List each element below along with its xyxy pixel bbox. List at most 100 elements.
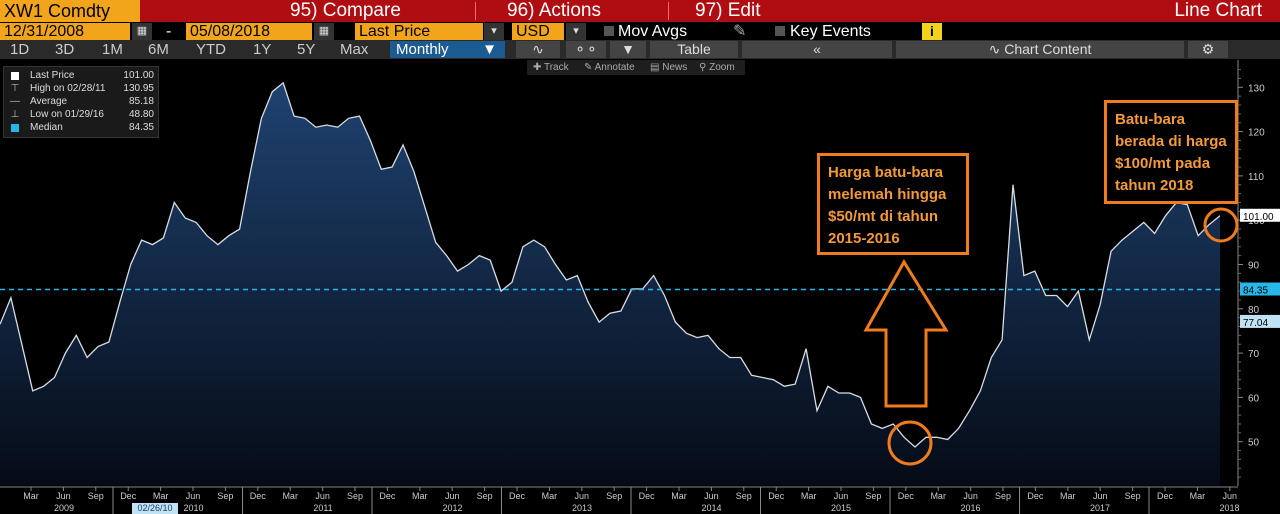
y-tick-label: 120: [1248, 128, 1265, 139]
chevron-down-icon: ▼: [482, 41, 497, 58]
x-tick-label: Jun: [315, 491, 330, 501]
x-tick-label: Mar: [930, 491, 946, 501]
x-tick-label: Jun: [834, 491, 849, 501]
y-tick-label: 90: [1248, 261, 1260, 272]
chart-tools: ✚ Track ✎ Annotate ▤ News ⚲ Zoom: [527, 60, 745, 75]
y-tick-label: 110: [1248, 172, 1264, 183]
key-events-checkbox[interactable]: [775, 26, 785, 36]
legend-name: Average: [30, 96, 68, 107]
y-tick-label: 50: [1248, 438, 1260, 449]
settings-toggle-icon[interactable]: ⚬⚬: [566, 41, 606, 58]
chevron-down-icon[interactable]: ▾: [566, 23, 586, 40]
high-marker-icon: ⊤: [10, 83, 20, 94]
start-date-field[interactable]: 12/31/2008: [0, 23, 130, 40]
calendar-icon[interactable]: ▦: [314, 23, 334, 40]
x-tick-label: Sep: [736, 491, 752, 501]
x-axis-panel: [0, 486, 1280, 514]
x-tick-label: Jun: [445, 491, 460, 501]
white-square-icon: [11, 72, 19, 80]
collapse-button[interactable]: «: [742, 41, 892, 58]
legend-name: Median: [30, 122, 63, 133]
x-tick-label: Dec: [1027, 491, 1044, 501]
end-date-field[interactable]: 05/08/2018: [186, 23, 312, 40]
extra-value-label: 77.04: [1243, 318, 1268, 329]
period-6m[interactable]: 6M: [148, 41, 169, 58]
x-tick-label: Dec: [898, 491, 915, 501]
chart-content-button[interactable]: ∿ Chart Content: [896, 41, 1184, 58]
median-label-bg: [1240, 282, 1280, 296]
track-label: Track: [543, 62, 569, 73]
legend-name: Low on 01/29/16: [30, 109, 104, 120]
table-button[interactable]: Table: [650, 41, 738, 58]
year-label: 2018: [1219, 503, 1239, 513]
chart-icon: ∿: [988, 41, 1005, 57]
annotation-box-right: Batu-bara berada di harga $100/mt pada t…: [1104, 100, 1238, 204]
settings-bar: 12/31/2008 ▦ - 05/08/2018 ▦ Last Price ▾…: [0, 22, 1280, 40]
y-tick-label: 60: [1248, 393, 1260, 404]
legend-item: ⊥ Low on 01/29/16 48.80: [10, 109, 156, 121]
frequency-select[interactable]: Monthly ▼: [390, 41, 505, 58]
gear-icon[interactable]: ⚙: [1188, 41, 1228, 58]
annotation-line: 2015-2016: [828, 230, 900, 247]
period-max[interactable]: Max: [340, 41, 369, 58]
x-tick-label: Jun: [575, 491, 590, 501]
annotate-tool[interactable]: ✎ Annotate: [584, 62, 635, 73]
track-tool[interactable]: ✚ Track: [533, 62, 569, 73]
highlight-date-label: 02/26/10: [137, 503, 172, 513]
x-tick-label: Sep: [347, 491, 363, 501]
news-label: News: [662, 62, 688, 73]
legend-item: — Average 85.18: [10, 96, 156, 108]
year-label: 2016: [960, 503, 980, 513]
x-tick-label: Sep: [995, 491, 1011, 501]
extra-value-label-bg: [1240, 314, 1280, 328]
x-tick-label: Mar: [801, 491, 817, 501]
x-tick-label: Jun: [1093, 491, 1108, 501]
period-3d[interactable]: 3D: [55, 41, 75, 58]
line-chart-icon[interactable]: ∿: [516, 41, 560, 58]
news-tool[interactable]: ▤ News: [650, 62, 688, 73]
actions-menu[interactable]: 96) Actions: [507, 0, 601, 21]
period-1y[interactable]: 1Y: [253, 41, 272, 58]
period-bar: 1D 3D 1M 6M YTD 1Y 5Y Max Monthly ▼ ∿ ⚬⚬ …: [0, 40, 1280, 59]
x-tick-label: Jun: [1223, 491, 1238, 501]
chevron-down-icon[interactable]: ▾: [484, 23, 504, 40]
mov-avgs-checkbox[interactable]: [604, 26, 614, 36]
x-tick-label: Dec: [1157, 491, 1174, 501]
y-tick-label: 70: [1248, 349, 1260, 360]
currency-select[interactable]: USD: [512, 23, 564, 40]
year-label: 2009: [54, 503, 74, 513]
calendar-icon[interactable]: ▦: [132, 23, 152, 40]
period-1d[interactable]: 1D: [10, 41, 30, 58]
edit-menu[interactable]: 97) Edit: [695, 0, 761, 21]
x-tick-label: Jun: [704, 491, 719, 501]
ticker-field[interactable]: XW1 Comdty: [0, 0, 140, 22]
period-ytd[interactable]: YTD: [196, 41, 226, 58]
legend-value: 85.18: [128, 96, 154, 107]
info-icon[interactable]: i: [922, 23, 942, 40]
y-tick-label: 130: [1248, 83, 1265, 94]
median-label: 84.35: [1243, 286, 1268, 297]
compare-menu[interactable]: 95) Compare: [290, 0, 401, 21]
last-price-label-bg: [1240, 208, 1280, 222]
year-label: 2012: [442, 503, 462, 513]
x-tick-label: Sep: [1125, 491, 1141, 501]
annotation-line: $50/mt di tahun: [828, 208, 939, 225]
pencil-icon[interactable]: ✎: [733, 23, 747, 40]
x-tick-label: Mar: [1060, 491, 1076, 501]
chevron-down-icon[interactable]: ▼: [610, 41, 646, 58]
field-select[interactable]: Last Price: [355, 23, 483, 40]
average-marker-icon: —: [10, 96, 20, 107]
last-price-label: 101.00: [1243, 212, 1274, 223]
zoom-tool[interactable]: ⚲ Zoom: [699, 62, 735, 73]
year-label: 2014: [701, 503, 721, 513]
highlight-date-bg: [132, 503, 178, 514]
x-tick-label: Dec: [379, 491, 396, 501]
legend-name: High on 02/28/11: [30, 83, 106, 94]
annotation-line: tahun 2018: [1115, 177, 1194, 194]
legend-item: Median 84.35: [10, 122, 156, 134]
legend-item: Last Price 101.00: [10, 70, 156, 82]
period-1m[interactable]: 1M: [102, 41, 123, 58]
period-5y[interactable]: 5Y: [297, 41, 316, 58]
x-tick-label: Mar: [153, 491, 169, 501]
